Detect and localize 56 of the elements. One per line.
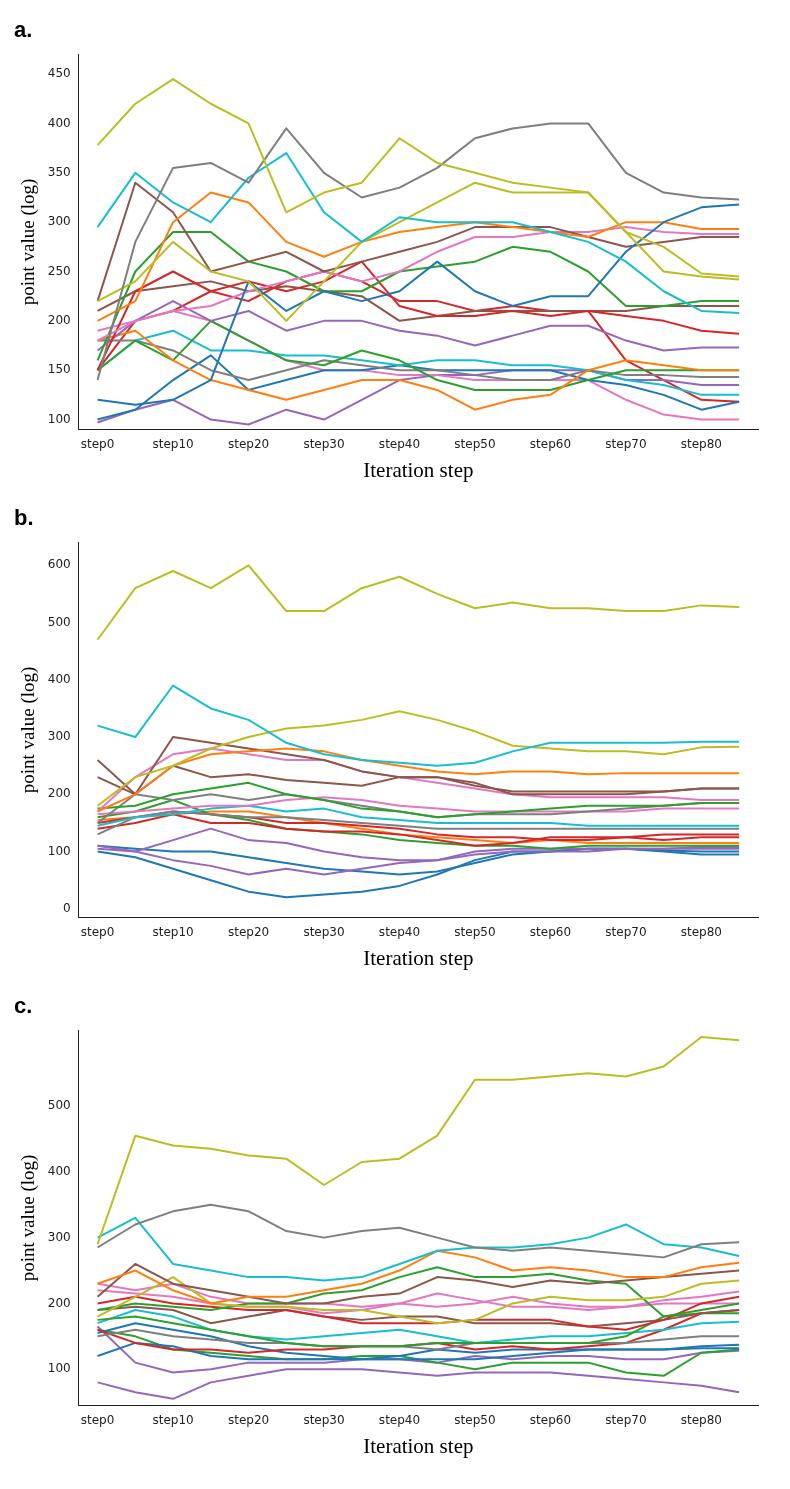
chart-title: a. (14, 17, 33, 43)
y-tick-label: 500 (47, 1098, 71, 1113)
x-tick-label: step40 (378, 1412, 421, 1427)
y-tick-label: 250 (47, 263, 71, 278)
y-axis-title: point value (log) (17, 1154, 40, 1282)
y-tick-label: 350 (47, 164, 71, 179)
y-tick-label: 400 (47, 1163, 71, 1178)
x-tick-label: step0 (80, 924, 115, 939)
x-tick-label: step80 (680, 436, 723, 451)
y-tick-label: 300 (47, 729, 71, 744)
x-tick-label: step70 (605, 924, 647, 939)
y-tick-label: 150 (47, 362, 71, 377)
x-tick-label: step80 (680, 924, 723, 939)
y-tick-label: 200 (47, 1295, 71, 1310)
x-tick-label: step20 (227, 436, 270, 451)
x-tick-label: step50 (454, 1412, 496, 1427)
x-tick-label: step10 (152, 1412, 194, 1427)
chart-title: b. (14, 505, 34, 531)
x-tick-label: step60 (529, 924, 572, 939)
y-tick-label: 100 (47, 843, 71, 858)
x-tick-label: step50 (454, 436, 496, 451)
x-tick-label: step0 (80, 1412, 115, 1427)
x-tick-label: step30 (303, 1412, 345, 1427)
y-axis-title: point value (log) (17, 178, 40, 306)
y-axis-title: point value (log) (17, 666, 40, 794)
y-tick-label: 100 (47, 411, 71, 426)
x-tick-label: step20 (227, 1412, 270, 1427)
x-tick-label: step40 (378, 436, 421, 451)
y-tick-label: 400 (47, 671, 71, 686)
x-tick-label: step60 (529, 436, 572, 451)
x-tick-label: step70 (605, 1412, 647, 1427)
x-tick-label: step10 (152, 924, 194, 939)
x-tick-label: step30 (303, 436, 345, 451)
x-tick-label: step60 (529, 1412, 572, 1427)
x-tick-label: step70 (605, 436, 647, 451)
y-tick-label: 400 (47, 115, 71, 130)
y-tick-label: 600 (47, 557, 71, 572)
y-tick-label: 100 (47, 1361, 71, 1376)
x-tick-label: step0 (80, 436, 115, 451)
x-tick-label: step10 (152, 436, 194, 451)
x-tick-label: step20 (227, 924, 270, 939)
x-tick-label: step40 (378, 924, 421, 939)
y-tick-label: 300 (47, 1229, 71, 1244)
y-tick-label: 300 (47, 214, 71, 229)
y-tick-label: 200 (47, 312, 71, 327)
x-axis-title: Iteration step (363, 945, 474, 970)
y-tick-label: 200 (47, 786, 71, 801)
y-tick-label: 500 (47, 614, 71, 629)
chart-title: c. (14, 993, 33, 1019)
x-tick-label: step50 (454, 924, 496, 939)
y-tick-label: 450 (47, 66, 71, 81)
x-tick-label: step30 (303, 924, 345, 939)
x-tick-label: step80 (680, 1412, 723, 1427)
x-axis-title: Iteration step (363, 457, 474, 482)
y-tick-label: 0 (63, 900, 71, 915)
x-axis-title: Iteration step (363, 1433, 474, 1458)
